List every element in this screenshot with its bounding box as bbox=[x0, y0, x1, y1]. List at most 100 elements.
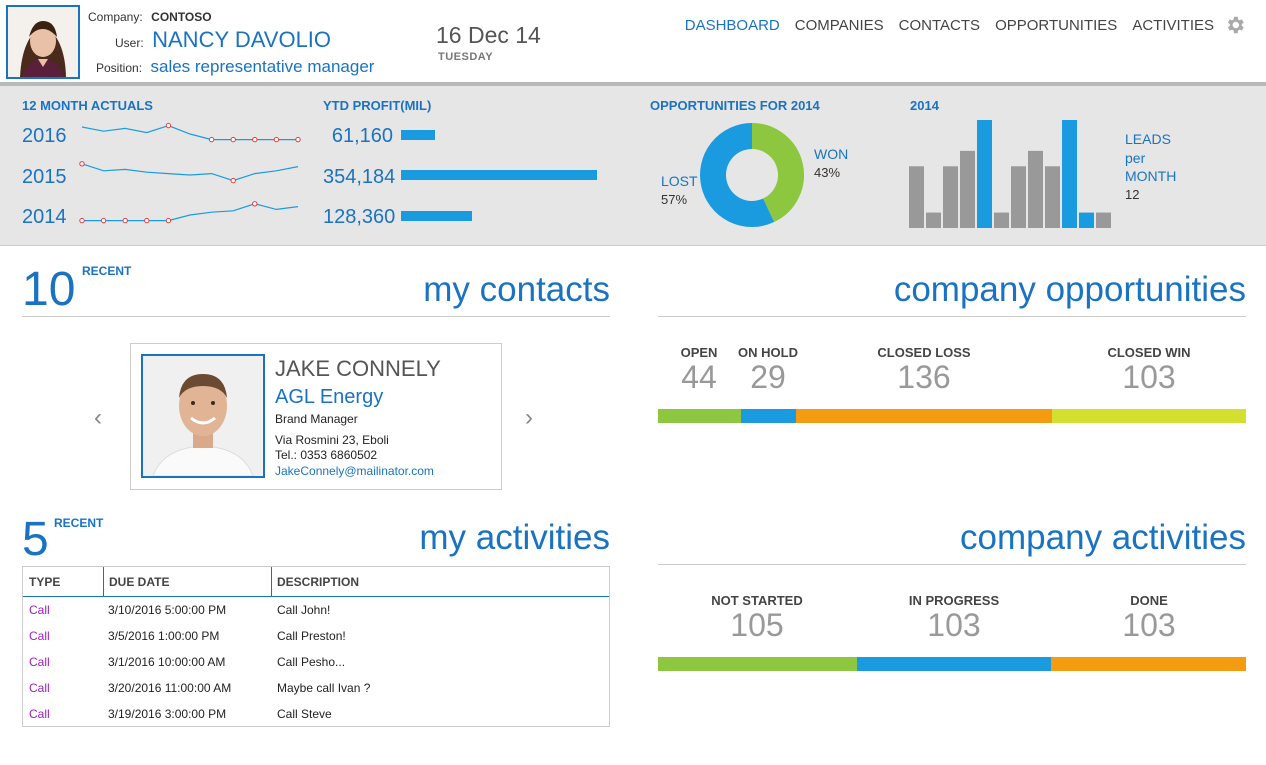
leads-bar bbox=[909, 166, 924, 228]
contact-photo bbox=[141, 354, 265, 478]
status-label: NOT STARTED bbox=[711, 593, 803, 608]
activity-type[interactable]: Call bbox=[29, 603, 50, 617]
activity-description: Call John! bbox=[277, 603, 331, 617]
activity-type[interactable]: Call bbox=[29, 629, 50, 643]
profit-value-2016: 61,160 bbox=[331, 125, 393, 147]
sparkline-marker bbox=[79, 217, 85, 224]
contact-phone: Tel.: 0353 6860502 bbox=[275, 448, 378, 462]
activities-recent-label: RECENT bbox=[54, 516, 104, 530]
sparkline-2015 bbox=[79, 161, 299, 184]
profit-value-2014: 128,360 bbox=[323, 206, 396, 228]
activities-table: TYPE DUE DATE DESCRIPTION Call 3/10/2016… bbox=[22, 566, 610, 727]
sparkline-2014 bbox=[79, 201, 299, 224]
nav-dashboard[interactable]: DASHBOARD bbox=[684, 17, 780, 34]
header: Company: CONTOSO User: NANCY DAVOLIO Pos… bbox=[0, 0, 1266, 82]
contact-card[interactable]: JAKE CONNELY AGL Energy Brand Manager Vi… bbox=[130, 343, 502, 490]
current-date: 16 Dec 14 bbox=[436, 22, 541, 48]
sparkline-marker bbox=[273, 136, 280, 143]
leads-title: 2014 bbox=[910, 98, 939, 113]
activity-description: Call Pesho... bbox=[277, 655, 346, 669]
status-bar-segment[interactable] bbox=[795, 409, 1052, 423]
column-divider bbox=[103, 567, 104, 597]
status-bar-segment[interactable] bbox=[658, 657, 857, 671]
activity-due-date: 3/5/2016 1:00:00 PM bbox=[108, 629, 220, 643]
activity-type[interactable]: Call bbox=[29, 655, 50, 669]
donut-won-label: WON bbox=[814, 146, 849, 162]
leads-bar bbox=[960, 150, 975, 228]
sparkline-marker bbox=[165, 217, 172, 224]
donut-lost-arc bbox=[700, 123, 775, 227]
status-value: 29 bbox=[750, 359, 786, 395]
sparkline-marker bbox=[122, 217, 128, 224]
company-opportunities-heading: company opportunities bbox=[893, 270, 1246, 309]
status-bar-segment[interactable] bbox=[1051, 409, 1246, 423]
status-bar-segment[interactable] bbox=[658, 409, 741, 423]
column-header-due-date[interactable]: DUE DATE bbox=[109, 575, 170, 589]
leads-bar-chart bbox=[909, 120, 1111, 228]
sparkline-path bbox=[82, 203, 299, 222]
current-day: TUESDAY bbox=[438, 51, 494, 63]
column-header-type[interactable]: TYPE bbox=[29, 575, 61, 589]
contact-address: Via Rosmini 23, Eboli bbox=[275, 433, 389, 447]
year-label-2015: 2015 bbox=[22, 166, 67, 188]
sparkline-marker bbox=[295, 136, 301, 143]
contact-email[interactable]: JakeConnely@mailinator.com bbox=[275, 464, 434, 478]
activity-type[interactable]: Call bbox=[29, 707, 50, 721]
opportunities-title: OPPORTUNITIES FOR 2014 bbox=[650, 98, 820, 113]
leads-bar bbox=[977, 120, 992, 228]
status-bar-segment[interactable] bbox=[1051, 657, 1246, 671]
status-value: 136 bbox=[897, 359, 951, 395]
contacts-count: 10 bbox=[22, 263, 76, 316]
user-position: sales representative manager bbox=[150, 57, 375, 76]
gear-icon[interactable] bbox=[1224, 14, 1246, 36]
sparkline-path bbox=[81, 163, 299, 182]
contact-photo-image bbox=[143, 356, 263, 476]
status-value: 103 bbox=[1122, 359, 1176, 395]
status-value: 105 bbox=[730, 607, 784, 643]
chevron-right-icon[interactable]: › bbox=[525, 404, 533, 431]
leads-bar bbox=[1079, 212, 1094, 228]
nav-opportunities[interactable]: OPPORTUNITIES bbox=[995, 17, 1118, 34]
activity-due-date: 3/19/2016 3:00:00 PM bbox=[108, 707, 227, 721]
status-label: CLOSED WIN bbox=[1107, 345, 1191, 360]
nav-activities[interactable]: ACTIVITIES bbox=[1132, 17, 1214, 34]
leads-label-line1: LEADS bbox=[1125, 131, 1171, 147]
activity-type[interactable]: Call bbox=[29, 681, 50, 695]
user-label: User: bbox=[115, 36, 144, 50]
donut-lost-label: LOST bbox=[661, 173, 698, 189]
user-name: NANCY DAVOLIO bbox=[152, 27, 332, 52]
sparkline-marker bbox=[165, 122, 172, 129]
activity-description: Call Preston! bbox=[277, 629, 346, 643]
leads-bar bbox=[1096, 212, 1111, 228]
contacts-recent-label: RECENT bbox=[82, 264, 132, 278]
profit-bar-2015 bbox=[401, 170, 597, 180]
actuals-title: 12 MONTH ACTUALS bbox=[22, 98, 153, 113]
leads-bar bbox=[1028, 150, 1043, 228]
donut-lost-percent: 57% bbox=[661, 192, 688, 207]
sparkline-marker bbox=[208, 136, 215, 143]
opportunities-donut bbox=[700, 123, 804, 227]
sparkline-marker bbox=[79, 161, 85, 167]
company-activities-divider bbox=[658, 564, 1246, 565]
sparkline-marker bbox=[230, 177, 236, 184]
contact-title: Brand Manager bbox=[275, 412, 358, 426]
company-row: Company: CONTOSO bbox=[88, 8, 212, 26]
status-label: IN PROGRESS bbox=[908, 593, 1000, 608]
table-header: TYPE DUE DATE DESCRIPTION bbox=[23, 567, 609, 597]
status-bar-segment[interactable] bbox=[740, 409, 796, 423]
column-divider bbox=[271, 567, 272, 597]
status-bar-segment[interactable] bbox=[856, 657, 1052, 671]
sparkline-marker bbox=[144, 217, 150, 224]
nav-companies[interactable]: COMPANIES bbox=[794, 17, 884, 34]
user-avatar[interactable] bbox=[6, 5, 80, 79]
nav-contacts[interactable]: CONTACTS bbox=[898, 17, 981, 34]
contact-company[interactable]: AGL Energy bbox=[275, 386, 384, 408]
company-activities-heading: company activities bbox=[960, 518, 1246, 557]
user-avatar-image bbox=[8, 7, 78, 77]
leads-bar bbox=[994, 212, 1009, 228]
contact-name: JAKE CONNELY bbox=[275, 356, 441, 381]
chevron-left-icon[interactable]: ‹ bbox=[94, 404, 102, 431]
leads-label-line2: per bbox=[1125, 150, 1146, 166]
column-header-description[interactable]: DESCRIPTION bbox=[277, 575, 360, 589]
position-label: Position: bbox=[96, 61, 143, 75]
